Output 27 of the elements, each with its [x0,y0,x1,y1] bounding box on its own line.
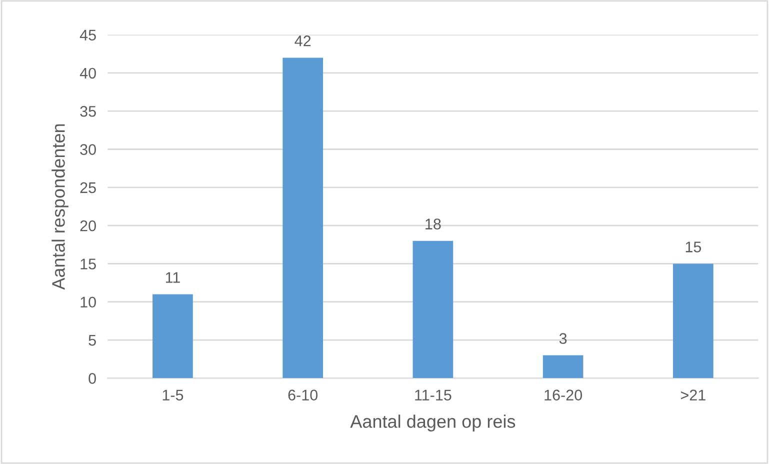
y-tick-label: 20 [80,220,96,232]
data-label: 3 [559,333,567,344]
data-label: 42 [294,36,311,46]
bar [152,294,193,378]
y-tick-label: 35 [80,106,96,117]
y-tick-label: 30 [80,144,96,155]
y-tick-label: 45 [80,30,96,40]
x-tick-label: 11-15 [415,390,452,400]
y-tick-label: 25 [80,182,96,194]
y-tick-label: 5 [88,335,96,346]
bar [673,264,714,378]
x-axis-title: Aantal dagen op reis [350,414,516,432]
bar [282,58,323,378]
y-tick-label: 10 [80,296,96,308]
bar [542,355,584,378]
y-tick-label: 15 [80,258,96,270]
y-tick-label: 0 [88,373,96,384]
y-tick-label: 40 [80,68,96,79]
x-tick-label: 6-10 [288,390,318,400]
y-axis-title: Aantal respondenten [52,124,68,290]
data-label: 18 [426,218,441,230]
bar [412,240,454,378]
x-tick-label: >21 [680,390,706,400]
data-label: 11 [166,272,180,283]
x-tick-label: 1-5 [162,390,184,400]
data-label: 15 [686,242,702,252]
x-tick-label: 16-20 [544,390,582,400]
